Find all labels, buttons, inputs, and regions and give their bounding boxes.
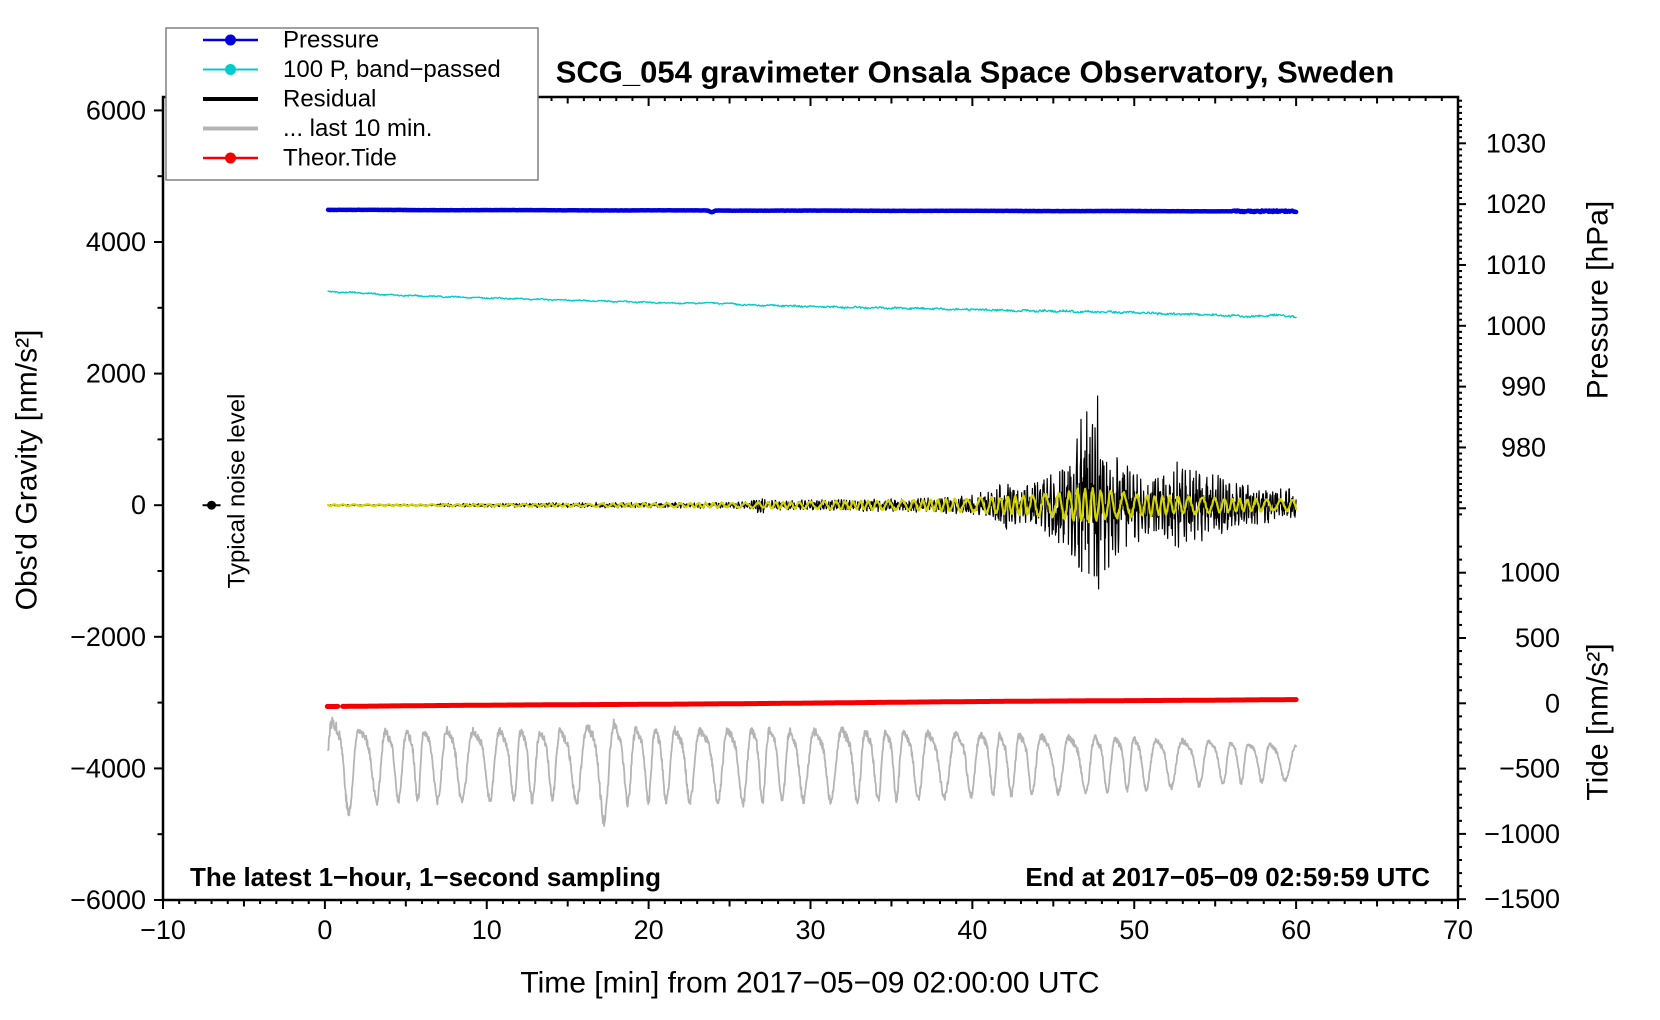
noise-level-label: Typical noise level — [224, 394, 251, 589]
legend-entry-label: Pressure — [283, 27, 379, 54]
gravity-axis-tick-label: 4000 — [86, 227, 146, 257]
gravity-axis-tick-label: −6000 — [70, 885, 146, 915]
series-100p-bandpassed-line — [327, 290, 1297, 319]
series-residual-bandpassed-line — [327, 487, 1298, 524]
sampling-note: The latest 1−hour, 1−second sampling — [190, 862, 661, 892]
end-time-note: End at 2017−05−09 02:59:59 UTC — [1025, 862, 1430, 892]
tide-axis-tick-label: 500 — [1515, 623, 1560, 653]
noise-marker-group — [202, 500, 221, 510]
series-last10min-line — [327, 716, 1297, 827]
pressure-axis-tick-label: 1000 — [1486, 311, 1546, 341]
gravity-axis-tick-label: 2000 — [86, 359, 146, 389]
tide-axis-tick-label: 0 — [1545, 688, 1560, 718]
pressure-axis-tick-label: 1010 — [1486, 250, 1546, 280]
x-axis-tick-label: 20 — [634, 915, 664, 945]
series-residual-line — [327, 395, 1297, 590]
legend-entry-label: 100 P, band−passed — [283, 56, 501, 83]
tide-axis-title: Tide [nm/s²] — [1582, 643, 1615, 800]
x-axis-tick-label: 40 — [957, 915, 987, 945]
legend-entry-label: Residual — [283, 86, 376, 113]
gravity-axis-tick-label: 6000 — [86, 95, 146, 125]
gravity-axis-title: Obs'd Gravity [nm/s²] — [11, 330, 44, 611]
legend-marker-dot — [225, 64, 236, 75]
pressure-axis-tick-label: 1020 — [1486, 189, 1546, 219]
chart-title: SCG_054 gravimeter Onsala Space Observat… — [556, 55, 1395, 90]
x-axis-tick-label: 0 — [317, 915, 332, 945]
pressure-axis-tick-label: 1030 — [1486, 128, 1546, 158]
gravity-axis-tick-label: −2000 — [70, 622, 146, 652]
pressure-axis-tick-label: 990 — [1501, 372, 1546, 402]
x-axis-tick-label: −10 — [140, 915, 186, 945]
gravity-axis-tick-label: 0 — [131, 490, 146, 520]
x-axis-tick-label: 70 — [1443, 915, 1473, 945]
noise-marker-dot — [207, 500, 217, 510]
pressure-axis-title: Pressure [hPa] — [1582, 201, 1615, 399]
x-axis-tick-label: 10 — [472, 915, 502, 945]
gravity-axis-tick-label: −4000 — [70, 753, 146, 783]
legend-marker-dot — [225, 34, 236, 46]
pressure-axis-tick-label: 980 — [1501, 432, 1546, 462]
tide-axis-tick-label: −1000 — [1484, 819, 1560, 849]
x-axis-tick-label: 50 — [1119, 915, 1149, 945]
x-axis-tick-label: 60 — [1281, 915, 1311, 945]
series-pressure-line — [325, 207, 1299, 215]
x-axis-tick-label: 30 — [795, 915, 825, 945]
x-axis-title: Time [min] from 2017−05−09 02:00:00 UTC — [520, 967, 1099, 1000]
legend-entry-label: Theor.Tide — [283, 145, 397, 172]
legend-entry-label: ... last 10 min. — [283, 115, 432, 142]
tide-axis-tick-label: 1000 — [1500, 558, 1560, 588]
legend-marker-dot — [225, 152, 236, 164]
series-theor-tide-line — [340, 697, 1299, 709]
tide-axis-tick-label: −1500 — [1484, 884, 1560, 914]
tide-axis-tick-label: −500 — [1499, 754, 1560, 784]
